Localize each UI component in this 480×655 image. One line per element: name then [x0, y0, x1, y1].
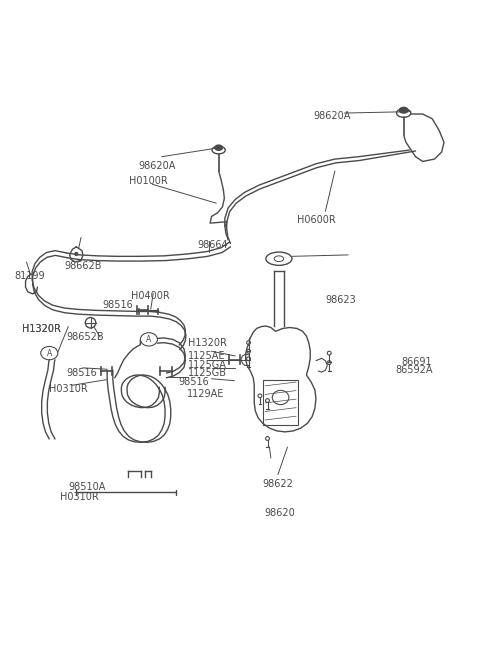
Text: 98510A: 98510A — [68, 482, 106, 493]
Text: H0600R: H0600R — [297, 215, 336, 225]
Text: H0310R: H0310R — [49, 384, 88, 394]
Text: H0400R: H0400R — [131, 291, 169, 301]
Text: 98623: 98623 — [325, 295, 356, 305]
Text: H0310R: H0310R — [60, 492, 98, 502]
Text: 98620: 98620 — [264, 508, 295, 517]
Text: 1125GB: 1125GB — [188, 367, 227, 377]
Text: 98620A: 98620A — [313, 111, 351, 121]
Text: 98652B: 98652B — [67, 332, 105, 342]
Text: 98662B: 98662B — [64, 261, 102, 271]
Text: 86592A: 86592A — [396, 365, 433, 375]
Ellipse shape — [399, 107, 408, 113]
Text: H1320R: H1320R — [22, 324, 60, 334]
Text: 98516: 98516 — [67, 367, 97, 377]
Text: 98620A: 98620A — [138, 161, 175, 171]
Text: 98664: 98664 — [197, 240, 228, 250]
Text: 98516: 98516 — [179, 377, 209, 387]
Text: 1125AE: 1125AE — [188, 351, 225, 361]
Text: A: A — [146, 335, 152, 344]
Text: 81199: 81199 — [14, 271, 45, 281]
Ellipse shape — [215, 145, 222, 150]
Text: 98622: 98622 — [263, 479, 294, 489]
Text: 1129AE: 1129AE — [187, 389, 224, 399]
Text: H0100R: H0100R — [129, 176, 167, 187]
Text: H1320R: H1320R — [188, 338, 227, 348]
Text: H1320R: H1320R — [22, 324, 60, 334]
Text: 86691: 86691 — [401, 357, 432, 367]
Text: 1125GA: 1125GA — [188, 360, 227, 369]
Ellipse shape — [75, 253, 78, 255]
Text: 98516: 98516 — [102, 300, 133, 310]
Text: A: A — [47, 348, 52, 358]
